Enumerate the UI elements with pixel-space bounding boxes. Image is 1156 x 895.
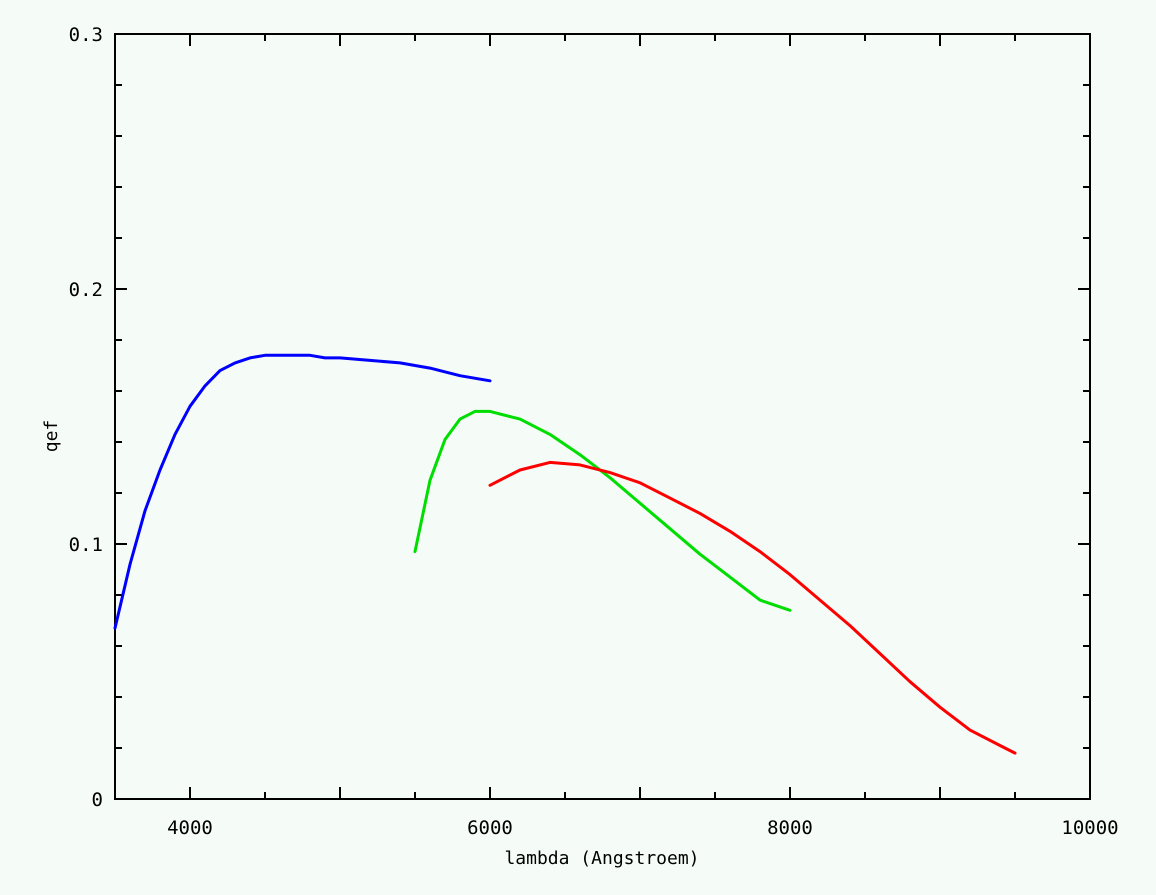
x-tick-label: 10000 [1061,817,1118,839]
y-tick-label: 0.2 [69,279,103,301]
series-line-3 [488,460,1017,755]
axis-labels: lambda (Angstroem) qef [41,420,700,869]
axis-ticks: 4000 6000 8000 10000 0 0.1 0.2 0.3 [69,24,1119,839]
y-tick-label: 0.3 [69,24,103,46]
plot-frame [114,33,1091,800]
x-tick-label: 6000 [467,817,513,839]
x-axis-label: lambda (Angstroem) [504,848,699,869]
series-line-1 [113,353,492,630]
y-tick-label: 0 [92,789,103,811]
y-axis-label: qef [41,420,62,453]
series-line-2 [413,409,792,612]
series-group [113,353,1017,755]
y-tick-label: 0.1 [69,534,103,556]
x-tick-label: 4000 [167,817,213,839]
x-tick-label: 8000 [767,817,813,839]
